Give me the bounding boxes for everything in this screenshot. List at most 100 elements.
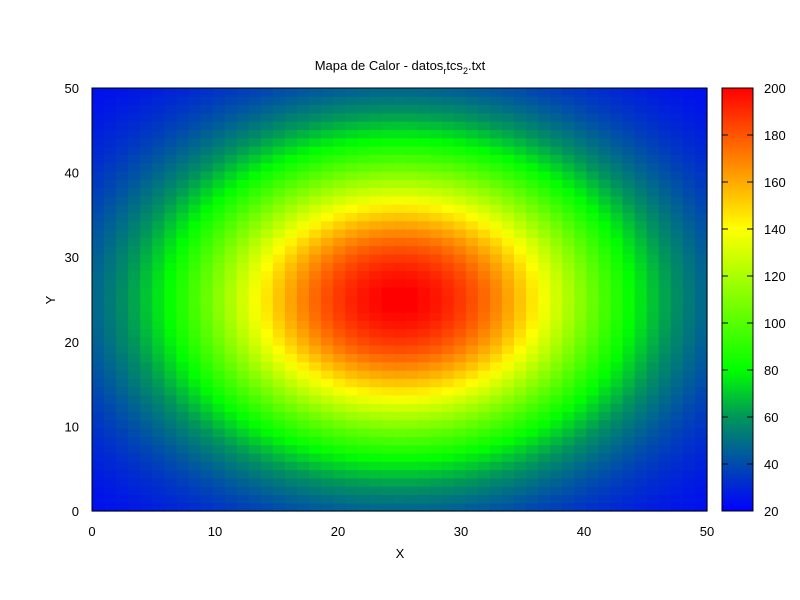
heatmap-cell [429,394,443,404]
heatmap-cell [526,212,539,222]
heatmap-cell [562,386,575,396]
heatmap-cell [164,353,178,363]
heatmap-cell [164,195,178,205]
heatmap-cell [128,303,141,313]
heatmap-cell [381,394,395,404]
heatmap-cell [224,121,238,131]
heatmap-cell [381,187,395,197]
heatmap-cell [574,370,588,379]
heatmap-cell [622,378,636,388]
heatmap-cell [333,428,346,437]
heatmap-cell [272,428,286,437]
heatmap-cell [92,502,105,512]
heatmap-cell [248,428,262,437]
heatmap-cell [465,162,479,172]
heatmap-cell [441,502,455,512]
heatmap-cell [574,278,588,288]
heatmap-cell [550,229,563,238]
heatmap-cell [248,96,262,106]
heatmap-cell [646,477,660,487]
heatmap-cell [610,411,624,421]
heatmap-cell [694,179,708,189]
heatmap-cell [345,370,358,379]
heatmap-cell [465,336,479,346]
heatmap-cell [682,162,696,172]
heatmap-cell [441,195,455,205]
heatmap-cell [634,278,648,288]
heatmap-cell [682,320,696,330]
heatmap-cell [634,394,648,404]
heatmap-cell [550,96,563,106]
heatmap-cell [550,278,563,288]
heatmap-cell [477,146,491,155]
heatmap-cell [489,336,503,346]
heatmap-cell [260,336,274,346]
heatmap-cell [526,121,539,131]
heatmap-cell [646,287,660,296]
heatmap-cell [586,419,600,429]
heatmap-cell [236,295,250,305]
heatmap-cell [694,477,708,487]
heatmap-cell [670,444,684,454]
heatmap-cell [369,253,383,263]
heatmap-cell [562,195,575,205]
heatmap-cell [405,195,419,205]
heatmap-cell [586,428,600,437]
heatmap-cell [586,295,600,305]
heatmap-cell [682,187,696,197]
heatmap-cell [658,170,672,180]
x-tick-label: 10 [208,524,222,539]
heatmap-cell [538,170,551,180]
heatmap-cell [682,378,696,388]
heatmap-cell [212,353,226,363]
heatmap-cell [453,162,467,172]
heatmap-cell [489,137,503,147]
heatmap-cell [176,486,190,496]
heatmap-cell [526,336,539,346]
heatmap-cell [297,444,310,454]
heatmap-cell [622,162,636,172]
heatmap-cell [176,104,190,114]
heatmap-cell [333,469,346,479]
heatmap-cell [92,212,105,222]
heatmap-cell [140,419,153,429]
heatmap-cell [538,428,551,437]
colorbar-tick-label: 40 [764,457,778,472]
heatmap-cell [441,278,455,288]
heatmap-cell [345,195,358,205]
heatmap-cell [538,502,551,512]
heatmap-cell [610,146,624,155]
heatmap-cell [405,419,419,429]
heatmap-cell [309,137,322,147]
heatmap-cell [622,394,636,404]
heatmap-cell [622,477,636,487]
heatmap-cell [694,129,708,139]
heatmap-cell [658,253,672,263]
heatmap-cell [212,287,226,296]
heatmap-cell [272,328,286,338]
heatmap-cell [550,477,563,487]
heatmap-cell [405,320,419,330]
heatmap-cell [477,411,491,421]
heatmap-cell [357,469,370,479]
heatmap-cell [333,237,346,247]
heatmap-cell [393,353,407,363]
heatmap-cell [309,287,322,296]
heatmap-cell [550,146,563,155]
heatmap-cell [538,112,551,122]
heatmap-cell [345,419,358,429]
heatmap-cell [152,345,165,355]
heatmap-cell [574,353,588,363]
heatmap-cell [574,320,588,330]
heatmap-cell [164,436,178,446]
heatmap-cell [610,287,624,296]
heatmap-cell [682,96,696,106]
heatmap-cell [152,403,165,413]
heatmap-cell [140,204,153,214]
heatmap-cell [116,104,129,114]
heatmap-cell [441,270,455,280]
heatmap-cell [164,88,178,97]
heatmap-cell [526,179,539,189]
heatmap-cell [670,229,684,238]
heatmap-cell [381,129,395,139]
